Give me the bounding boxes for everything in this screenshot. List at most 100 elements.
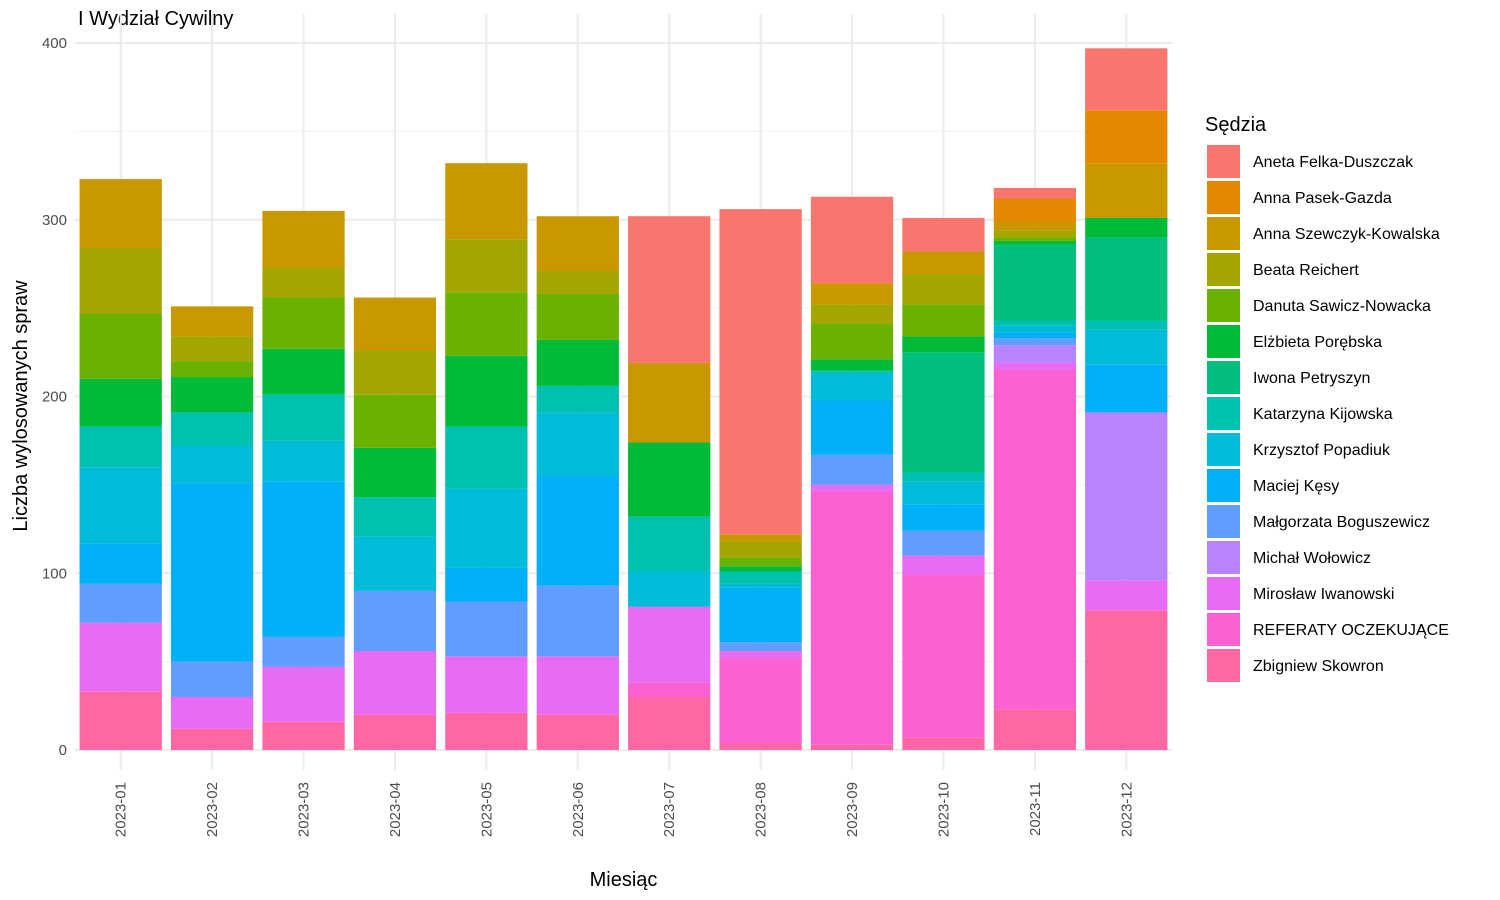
bar-segment — [536, 216, 619, 272]
bar-segment — [536, 412, 619, 477]
bar-segment — [719, 642, 802, 652]
bar-segment — [536, 293, 619, 340]
bar-segment — [353, 590, 437, 652]
bar-segment — [262, 481, 345, 637]
bar-segment — [170, 336, 254, 362]
bar-segment — [1085, 217, 1168, 238]
bar-segment — [536, 339, 619, 386]
bar-segment — [262, 267, 345, 298]
bar-segment — [1085, 610, 1168, 750]
legend-label: Aneta Felka-Duszczak — [1253, 154, 1414, 171]
bar-segment — [902, 304, 985, 337]
bar-segment — [79, 426, 162, 468]
bar-segment — [445, 355, 528, 427]
bar-segment — [628, 696, 711, 750]
legend-swatch — [1207, 253, 1240, 286]
bar-segment — [536, 585, 619, 657]
legend-label: Małgorzata Boguszewicz — [1253, 514, 1430, 531]
x-tick-label: 2023-11 — [1027, 782, 1044, 836]
legend-label: Zbigniew Skowron — [1253, 658, 1384, 675]
bar-segment — [262, 440, 345, 482]
bar-segment — [1085, 110, 1168, 164]
x-axis-title: Miesiąc — [590, 869, 658, 891]
bar-segment — [170, 306, 254, 337]
bar-segment — [810, 369, 894, 372]
bar-segment — [810, 324, 894, 360]
bar-segment — [993, 187, 1077, 199]
bar-segment — [719, 742, 802, 750]
bar-segment — [993, 362, 1077, 370]
bar-segment — [170, 377, 254, 413]
bar-segment — [810, 454, 894, 485]
bar-segment — [262, 210, 345, 268]
bar-segment — [170, 483, 254, 662]
bar-segment — [810, 491, 894, 745]
legend-label: REFERATY OCZEKUJĄCE — [1253, 622, 1449, 639]
bar-segment — [902, 217, 985, 252]
legend-label: Iwona Petryszyn — [1253, 370, 1370, 387]
bar-segment — [445, 488, 528, 568]
bar-segment — [536, 656, 619, 715]
bar-segment — [1085, 329, 1168, 365]
bar-segment — [445, 712, 528, 750]
bar-segment — [353, 651, 437, 715]
bar-segment — [810, 196, 894, 284]
bar-segment — [1085, 320, 1168, 330]
legend-label: Elżbieta Porębska — [1253, 334, 1382, 351]
bar-segment — [79, 248, 162, 314]
bar-segment — [1085, 364, 1168, 413]
bar-segment — [1085, 580, 1168, 611]
bar-segment — [993, 345, 1077, 363]
x-tick-label: 2023-01 — [113, 782, 130, 837]
legend-swatch — [1207, 325, 1240, 358]
bar-segment — [993, 369, 1077, 710]
bar-segment — [810, 744, 894, 750]
bar-segment — [719, 571, 802, 584]
bar-segment — [993, 332, 1077, 339]
bar-segment — [719, 541, 802, 558]
legend-swatch — [1207, 613, 1240, 646]
y-axis-title: Liczba wylosowanych spraw — [10, 280, 32, 532]
bar-segment — [993, 320, 1077, 326]
bar-segment — [719, 658, 802, 743]
bar-segment — [79, 179, 162, 249]
bar-segment — [993, 709, 1077, 750]
bar-segment — [628, 571, 711, 607]
bar-segment — [902, 251, 985, 275]
bar-segment — [719, 583, 802, 588]
bar-segment — [445, 163, 528, 240]
bar-segment — [262, 297, 345, 349]
bar-segment — [445, 601, 528, 657]
legend-label: Beata Reichert — [1253, 262, 1359, 279]
legend-swatch — [1207, 469, 1240, 502]
bar-segment — [536, 714, 619, 750]
legend-swatch — [1207, 145, 1240, 178]
bar-segment — [262, 721, 345, 750]
y-tick-label: 200 — [42, 389, 67, 406]
bar-segment — [628, 682, 711, 697]
legend-swatch — [1207, 217, 1240, 250]
bar-segment — [902, 336, 985, 353]
bar-segment — [353, 714, 437, 750]
legend-swatch — [1207, 505, 1240, 538]
bar-segment — [170, 412, 254, 446]
bar-segment — [993, 198, 1077, 222]
bar-segment — [536, 476, 619, 586]
bar-segment — [353, 297, 437, 351]
bar-segment — [902, 481, 985, 505]
legend-swatch — [1207, 577, 1240, 610]
legend-label: Anna Szewczyk-Kowalska — [1253, 226, 1440, 243]
bar-segment — [628, 442, 711, 517]
x-tick-label: 2023-10 — [935, 782, 952, 837]
legend-swatch — [1207, 649, 1240, 682]
x-tick-label: 2023-06 — [570, 782, 587, 837]
bar-segment — [79, 467, 162, 544]
x-tick-label: 2023-12 — [1118, 782, 1135, 837]
bar-segment — [79, 691, 162, 750]
y-tick-label: 0 — [59, 742, 67, 759]
bar-segment — [902, 555, 985, 576]
bar-segment — [262, 636, 345, 667]
bar-segment — [902, 472, 985, 482]
bar-segment — [170, 361, 254, 378]
